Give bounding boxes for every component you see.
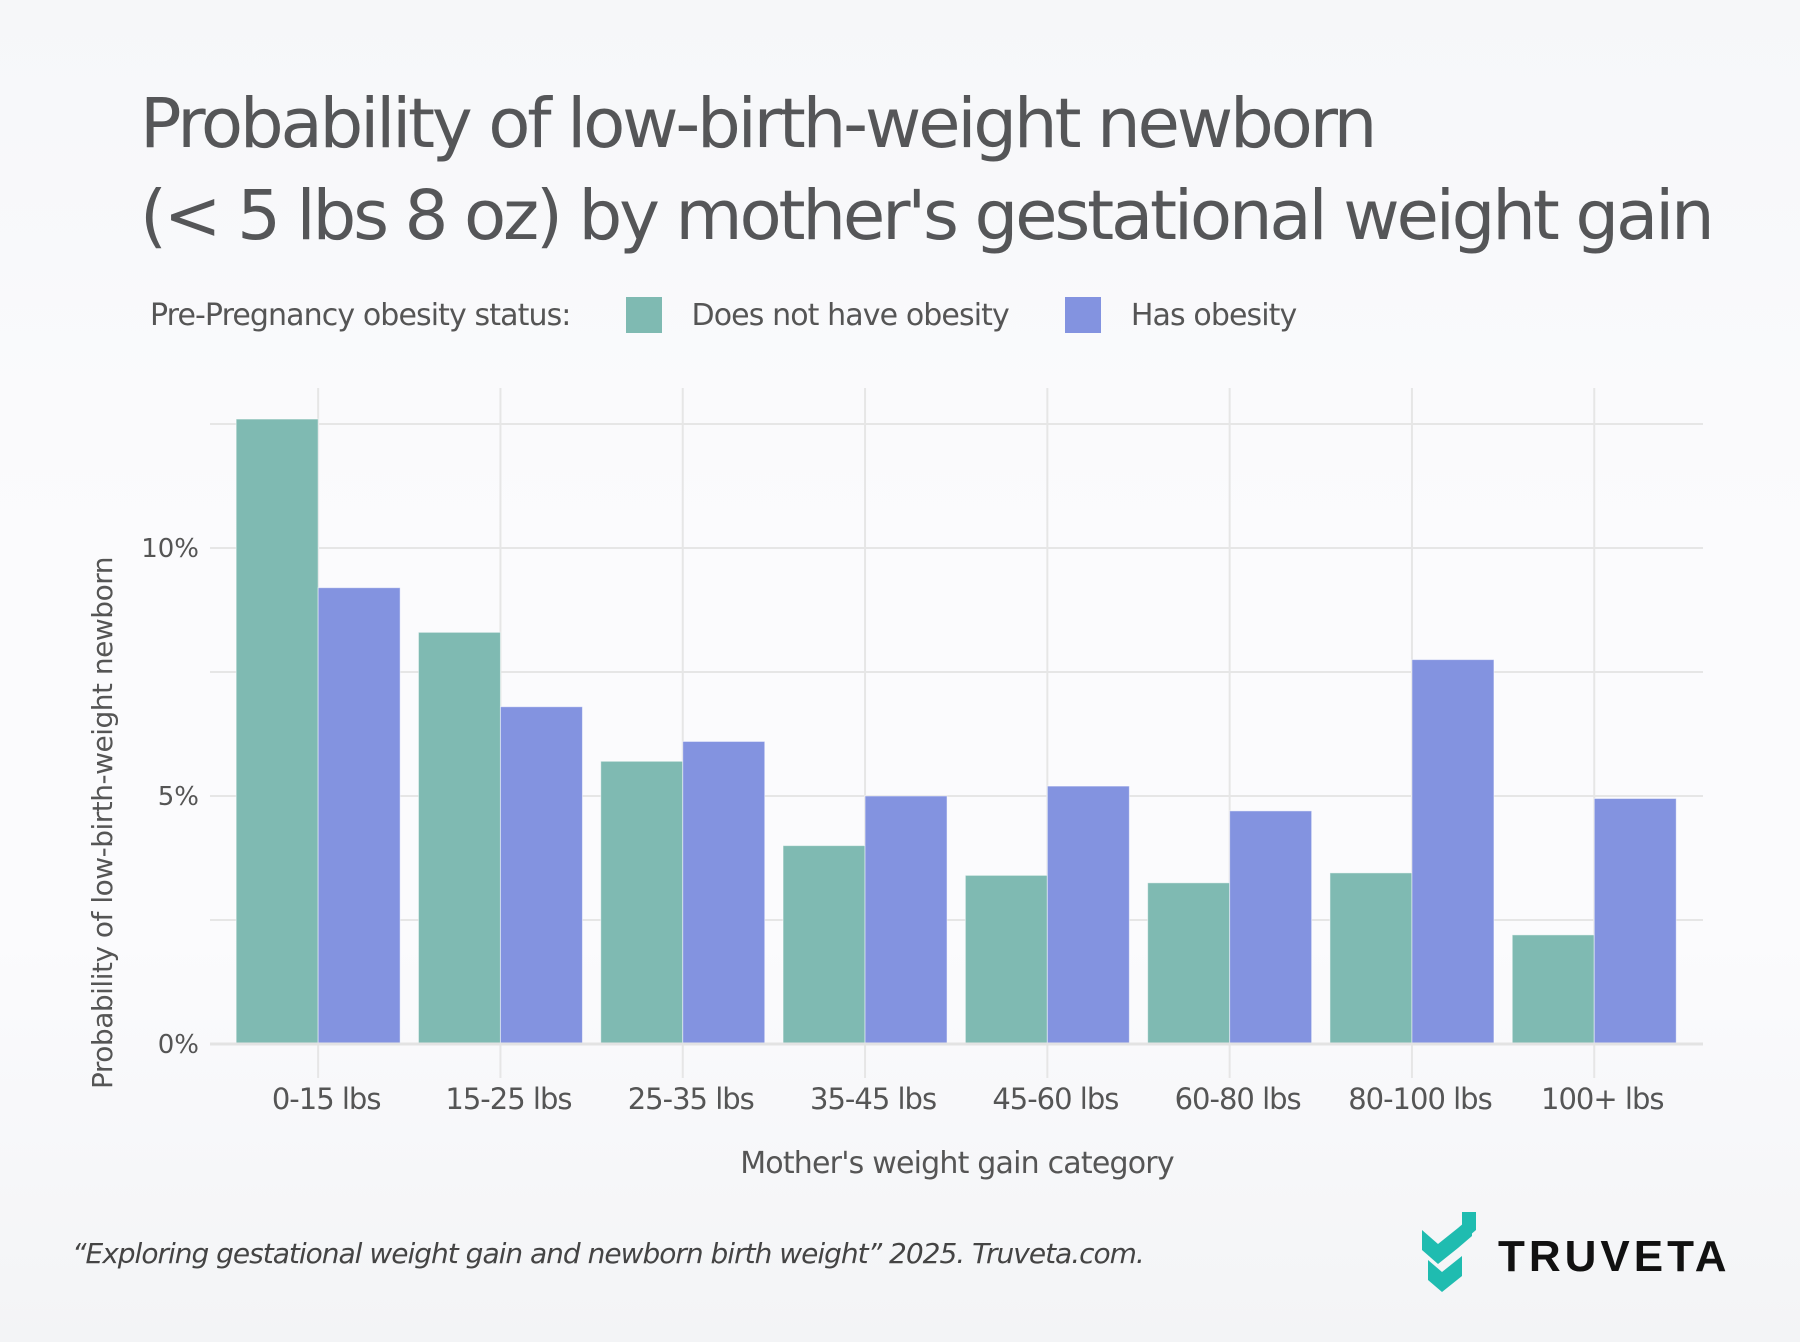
legend-label-has-obesity: Has obesity	[1130, 297, 1297, 333]
legend-label-no-obesity: Does not have obesity	[691, 297, 1010, 333]
bar-no-obesity-2[interactable]	[600, 760, 684, 1045]
bar-has-obesity-4[interactable]	[1046, 785, 1130, 1045]
bar-has-obesity-7[interactable]	[1593, 797, 1677, 1045]
x-axis-label: Mother's weight gain category	[740, 1146, 1174, 1181]
legend-swatch-has-obesity	[1064, 297, 1101, 333]
legend-item-no-obesity[interactable]: Does not have obesity	[625, 297, 1010, 333]
x-tick-label: 0-15 lbs	[272, 1082, 381, 1116]
y-tick-label: 10%	[141, 534, 199, 564]
truveta-logo[interactable]: TRUVETA	[1420, 1212, 1731, 1302]
bar-no-obesity-1[interactable]	[417, 631, 501, 1045]
x-tick-label: 80-100 lbs	[1348, 1082, 1492, 1116]
chart-title: Probability of low-birth-weight newborn …	[140, 78, 1760, 262]
bar-has-obesity-1[interactable]	[499, 706, 583, 1045]
x-tick-label: 45-60 lbs	[992, 1082, 1118, 1116]
legend-title: Pre-Pregnancy obesity status:	[150, 297, 571, 333]
x-tick-label: 35-45 lbs	[810, 1082, 936, 1116]
bar-has-obesity-2[interactable]	[682, 740, 766, 1045]
bar-no-obesity-4[interactable]	[964, 874, 1048, 1045]
bar-no-obesity-6[interactable]	[1329, 872, 1413, 1045]
truveta-leaf-icon	[1422, 1212, 1476, 1292]
legend-swatch-no-obesity	[625, 297, 662, 333]
x-tick-label: 60-80 lbs	[1175, 1082, 1301, 1116]
bar-has-obesity-6[interactable]	[1411, 659, 1495, 1045]
x-tick-label: 15-25 lbs	[445, 1082, 571, 1116]
bar-has-obesity-0[interactable]	[317, 587, 401, 1045]
y-axis-label: Probability of low-birth-weight newborn	[86, 557, 119, 1089]
x-tick-label: 100+ lbs	[1541, 1082, 1663, 1116]
bar-no-obesity-3[interactable]	[782, 845, 866, 1045]
bars	[235, 418, 1677, 1045]
bar-has-obesity-3[interactable]	[864, 795, 948, 1045]
logo-wordmark: TRUVETA	[1498, 1232, 1731, 1281]
chart-title-line2: (< 5 lbs 8 oz) by mother's gestational w…	[140, 176, 1715, 256]
chart-title-line1: Probability of low-birth-weight newborn	[140, 84, 1377, 164]
axes: 0% 5% 10% 0-15 lbs 15-25 lbs 25-35 lbs 35-45 l…	[141, 534, 1703, 1116]
bar-no-obesity-0[interactable]	[235, 418, 319, 1045]
bar-has-obesity-5[interactable]	[1229, 810, 1313, 1045]
legend: Pre-Pregnancy obesity status: Does not h…	[150, 295, 1352, 335]
citation: “Exploring gestational weight gain and n…	[72, 1237, 1145, 1270]
legend-item-has-obesity[interactable]: Has obesity	[1064, 297, 1297, 333]
y-tick-label: 5%	[158, 782, 199, 812]
y-tick-label: 0%	[158, 1030, 199, 1060]
bar-no-obesity-7[interactable]	[1511, 934, 1595, 1045]
x-tick-label: 25-35 lbs	[628, 1082, 754, 1116]
bar-no-obesity-5[interactable]	[1147, 882, 1231, 1045]
